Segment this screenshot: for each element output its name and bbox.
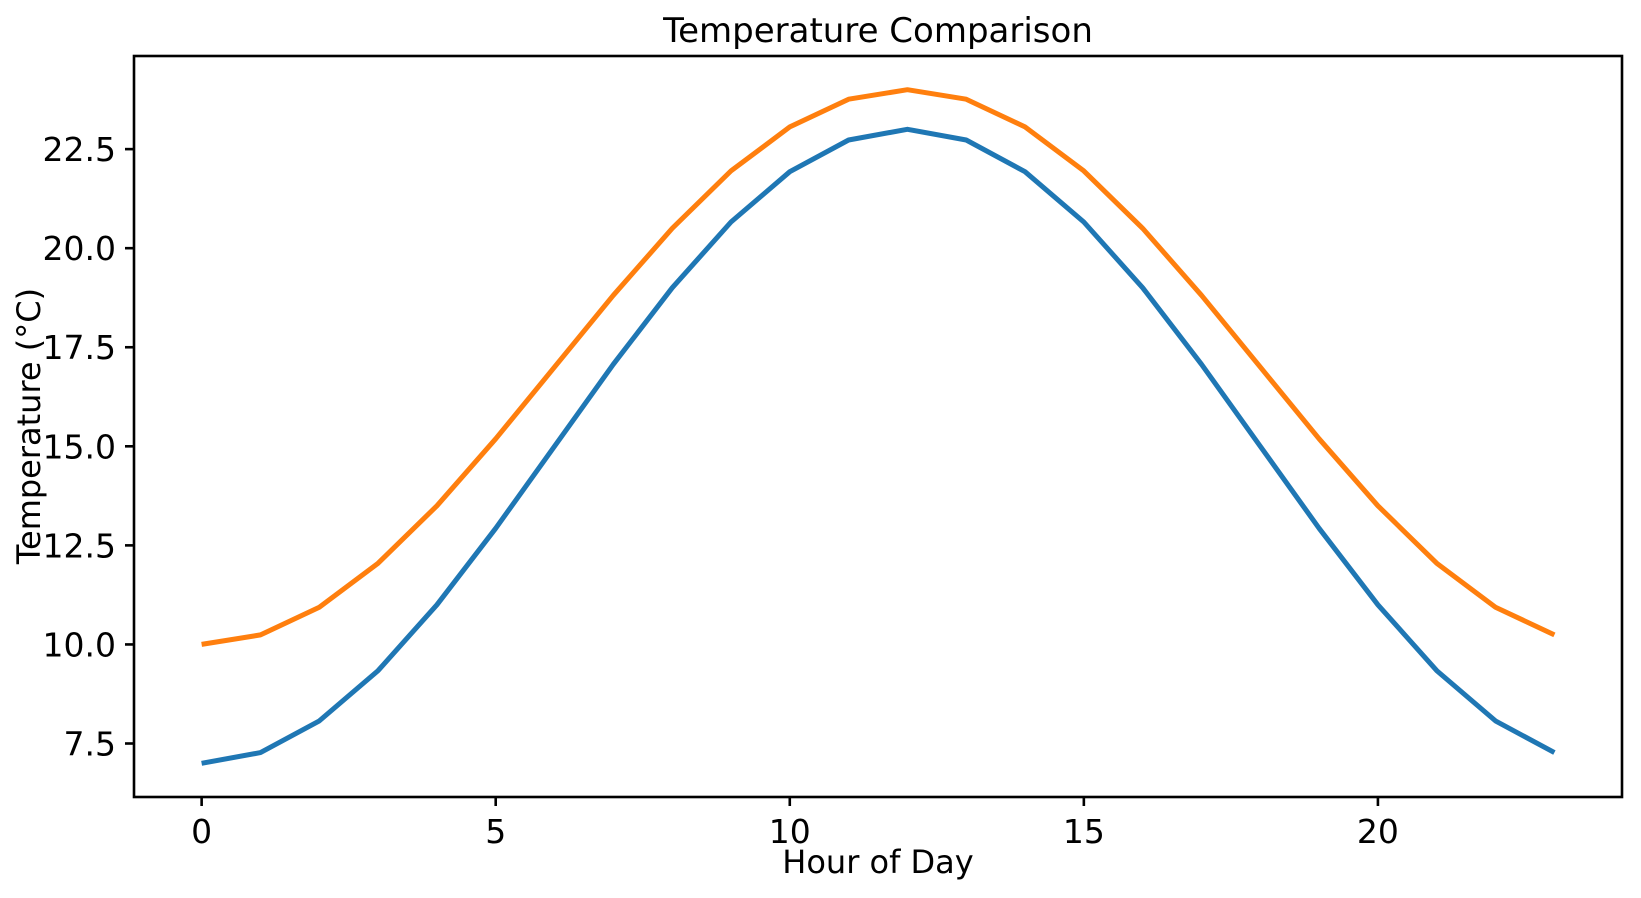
- y-tick-label: 22.5: [43, 130, 116, 169]
- y-axis-label: Temperature (°C): [10, 288, 48, 565]
- y-tick-label: 10.0: [43, 625, 116, 664]
- y-tick-label: 15.0: [43, 427, 116, 466]
- y-tick-label: 12.5: [43, 526, 116, 565]
- x-axis-ticks: 0 5 10 15 20: [191, 797, 1399, 851]
- y-tick-label: 7.5: [64, 725, 116, 764]
- data-lines: [201, 87, 1556, 766]
- x-tick-label: 5: [485, 812, 506, 851]
- y-tick-label: 17.5: [43, 328, 116, 367]
- x-tick-label: 0: [191, 812, 212, 851]
- x-tick-label: 15: [1063, 812, 1105, 851]
- chart-title: Temperature Comparison: [662, 11, 1093, 51]
- x-tick-label: 10: [769, 812, 811, 851]
- y-tick-label: 20.0: [43, 229, 116, 268]
- series-blue-line: [201, 126, 1556, 766]
- plot-frame: [132, 54, 1624, 799]
- series-orange-line: [201, 87, 1556, 647]
- x-tick-label: 20: [1357, 812, 1399, 851]
- x-axis-label: Hour of Day: [782, 843, 973, 881]
- y-axis-ticks: 7.5 10.0 12.5 15.0 17.5 20.0 22.5: [43, 130, 134, 764]
